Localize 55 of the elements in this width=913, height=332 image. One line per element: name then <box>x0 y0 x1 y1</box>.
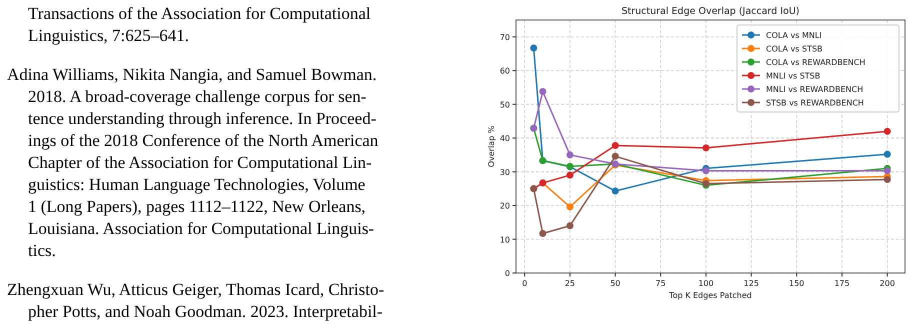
point <box>884 128 891 135</box>
x-tick-label: 125 <box>744 279 759 288</box>
x-tick-label: 50 <box>610 279 620 288</box>
legend-label: MNLI vs REWARDBENCH <box>766 85 864 94</box>
text: pher Potts, and Noah Goodman. 2023. Interpretabil- <box>28 302 383 321</box>
y-tick-label: 30 <box>500 168 510 177</box>
legend-label: COLA vs STSB <box>766 44 823 54</box>
y-tick-label: 40 <box>500 134 510 144</box>
point <box>530 44 538 52</box>
y-tick-label: 10 <box>500 235 510 244</box>
point <box>566 151 574 158</box>
y-tick-label: 20 <box>500 202 510 211</box>
point <box>702 144 710 152</box>
point <box>702 167 710 174</box>
legend-label: COLA vs MNLI <box>766 31 822 40</box>
x-tick-label: 100 <box>698 279 714 288</box>
text: 1 (Long Papers), pages 1112–1122, New Orleans, <box>28 197 366 216</box>
x-tick-label: 200 <box>880 279 895 288</box>
legend-label: MNLI vs STSB <box>766 72 820 80</box>
y-tick-label: 0 <box>504 269 510 278</box>
text: Transactions of the Association for Computational <box>28 4 371 23</box>
text: guistics: Human Language Technologies, Volume <box>28 175 366 194</box>
text: Louisiana. Association for Computational Linguis- <box>28 219 374 238</box>
x-tick-label: 150 <box>789 279 804 288</box>
point <box>884 150 891 158</box>
legend-label: COLA vs REWARDBENCH <box>766 58 866 67</box>
x-axis-title: Top K Edges Patched <box>668 291 752 300</box>
y-axis-title: Overlap % <box>487 125 496 168</box>
point <box>612 152 619 160</box>
point <box>612 142 619 149</box>
x-tick-label: 0 <box>522 279 528 288</box>
y-tick-label: 70 <box>500 32 510 42</box>
point <box>539 88 546 96</box>
point <box>612 188 619 195</box>
x-tick-label: 175 <box>834 279 850 288</box>
text: tence understanding through inference. In Proceed- <box>28 109 377 128</box>
y-tick-label: 60 <box>500 66 510 76</box>
text: ings of the 2018 Conference of the North American <box>28 131 379 150</box>
point <box>566 172 574 179</box>
y-tick-label: 50 <box>500 100 510 110</box>
text: Adina Williams, Nikita Nangia, and Samuel Bowman. <box>7 65 377 84</box>
text: Zhengxuan Wu, Atticus Geiger, Thomas Icard, Christo- <box>7 280 384 299</box>
point <box>884 176 891 184</box>
x-tick-label: 75 <box>656 279 666 288</box>
chart-title: Structural Edge Overlap (Jaccard IoU) <box>622 6 800 17</box>
text: 2018. A broad-coverage challenge corpus for sen- <box>28 87 367 106</box>
legend-label: STSB vs REWARDBENCH <box>766 98 864 108</box>
x-tick-label: 25 <box>564 279 576 288</box>
text: tics. <box>28 241 56 260</box>
point <box>566 203 574 210</box>
text: Chapter of the Association for Computational Lin- <box>28 153 372 172</box>
point <box>566 222 574 230</box>
text: Linguistics, 7:625–641. <box>28 26 190 45</box>
point <box>884 167 891 174</box>
point <box>539 230 546 238</box>
